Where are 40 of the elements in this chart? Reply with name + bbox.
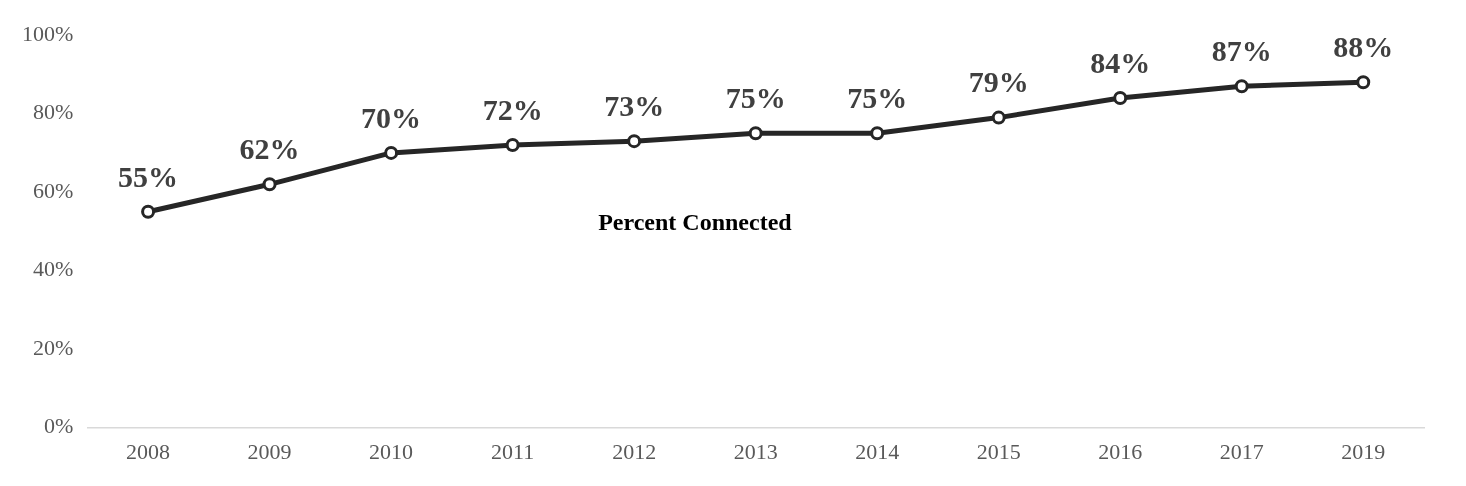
point — [748, 126, 763, 141]
y-tick-label: 100% — [22, 20, 74, 46]
point — [262, 177, 277, 192]
y-tick-label: 60% — [33, 177, 74, 203]
text: 70% — [361, 100, 422, 134]
x-tick-label: 2008 — [126, 438, 171, 464]
text: 75% — [847, 81, 908, 115]
text: 87% — [1211, 33, 1272, 67]
x-tick-label: 2010 — [369, 438, 414, 464]
y-tick-label: 40% — [33, 256, 74, 282]
x-tick-label: 2013 — [733, 438, 778, 464]
y-tick-label: 20% — [33, 334, 74, 360]
x-tick-label: 2016 — [1098, 438, 1143, 464]
x-tick-label: 2015 — [976, 438, 1021, 464]
text: 75% — [725, 81, 786, 115]
point — [1113, 90, 1128, 105]
point — [1234, 79, 1249, 94]
point — [141, 204, 156, 219]
x-tick-label: 2017 — [1219, 438, 1264, 464]
text: 73% — [604, 88, 665, 122]
text: 79% — [968, 65, 1029, 99]
x-tick-label: 2012 — [612, 438, 657, 464]
point — [870, 126, 885, 141]
text: 55% — [118, 159, 179, 193]
y-tick-label: 0% — [44, 413, 74, 439]
x-tick-label: 2009 — [247, 438, 292, 464]
point — [627, 134, 642, 149]
point — [1356, 75, 1371, 90]
text: 88% — [1333, 30, 1394, 64]
text: 84% — [1090, 45, 1151, 79]
point — [384, 145, 399, 160]
text: 72% — [482, 92, 543, 126]
x-tick-label: 2019 — [1341, 438, 1386, 464]
x-tick-label: 2011 — [491, 438, 535, 464]
text: Percent Connected — [598, 208, 793, 235]
x-tick-label: 2014 — [855, 438, 900, 464]
point — [991, 110, 1006, 125]
y-tick-label: 80% — [33, 99, 74, 125]
point — [505, 138, 520, 153]
text: 62% — [239, 132, 300, 166]
